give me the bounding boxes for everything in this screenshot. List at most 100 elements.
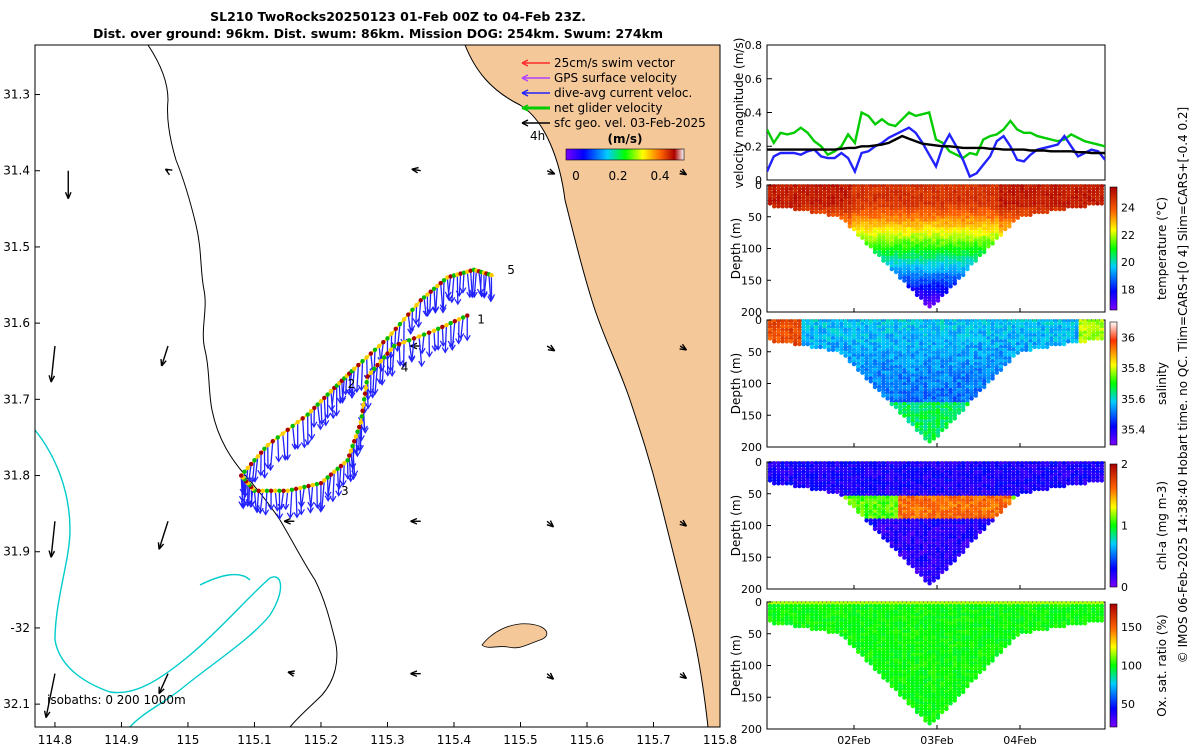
section-y-tick-label: 50: [748, 346, 762, 359]
track-dot: [435, 326, 441, 332]
track-dot: [285, 488, 290, 493]
section-point: [864, 241, 869, 246]
section-point: [893, 269, 899, 275]
geo-velocity-arrow: [158, 673, 169, 695]
dive-avg-arrow: [447, 323, 455, 348]
dive-avg-arrow: [455, 273, 463, 298]
section-point: [1028, 489, 1033, 494]
section-point: [772, 204, 777, 209]
section-point: [856, 232, 861, 237]
track-dot: [368, 351, 374, 356]
geo-velocity-arrow: [546, 344, 556, 352]
track-dot: [322, 478, 327, 483]
track-dot: [396, 341, 402, 347]
section-point: [860, 370, 865, 375]
section-point: [1015, 215, 1020, 220]
geo-velocity-arrow: [679, 519, 688, 527]
section-point: [935, 433, 941, 438]
section-point: [767, 201, 773, 206]
section-point: [809, 486, 815, 492]
section-point: [805, 483, 810, 489]
section-point: [776, 481, 781, 486]
section-point: [830, 212, 836, 217]
section-point: [868, 379, 873, 384]
section-point: [881, 258, 886, 263]
track-dot: [332, 469, 337, 474]
dive-avg-arrow: [291, 425, 299, 451]
dive-avg-arrow: [408, 340, 416, 362]
track-dot: [318, 480, 324, 486]
section-point: [940, 569, 945, 575]
section-point: [885, 396, 890, 401]
section-point: [1049, 483, 1054, 489]
section-point: [923, 301, 928, 306]
track-dot: [347, 453, 352, 458]
track-dot: [456, 317, 462, 322]
section-point: [818, 486, 823, 492]
section-colorbar-label: chl-a (mg m-3): [1155, 481, 1169, 570]
section-point: [998, 367, 1004, 372]
section-point: [944, 566, 949, 572]
velocity-y-tick-label: 0.2: [745, 140, 763, 153]
section-y-tick-label: 150: [741, 551, 762, 564]
section-point: [935, 298, 941, 303]
section-point: [1040, 486, 1046, 492]
dive-avg-arrow: [294, 422, 302, 450]
dive-avg-arrow: [238, 475, 246, 503]
section-point: [1082, 339, 1088, 344]
section-point: [1023, 212, 1029, 217]
section-point: [1019, 212, 1025, 217]
section-point: [931, 301, 936, 306]
section-point: [1099, 478, 1105, 483]
section-point: [851, 226, 857, 232]
land-mass: [464, 45, 720, 727]
section-point: [994, 370, 999, 375]
track-dot: [381, 339, 386, 345]
section-point: [1023, 347, 1029, 352]
section-point: [788, 339, 794, 344]
map-y-tick-label: 32.1: [3, 697, 30, 711]
section-point: [868, 244, 873, 249]
dive-avg-arrow: [276, 490, 284, 520]
section-y-tick-label: 0: [755, 456, 762, 469]
legend-entry: dive-avg current veloc.: [521, 86, 692, 100]
dive-avg-arrow: [463, 315, 471, 342]
section-point: [784, 481, 789, 486]
section-point: [1061, 483, 1067, 489]
geo-velocity-arrow: [160, 345, 169, 367]
track-dot: [289, 487, 295, 493]
dive-avg-arrow: [297, 487, 305, 516]
section-point: [1015, 492, 1020, 497]
section-point: [940, 427, 945, 433]
day-label: 5: [507, 263, 515, 277]
section-point: [818, 209, 823, 215]
section-point: [864, 376, 869, 381]
section-point: [835, 212, 840, 217]
track-dot: [489, 272, 494, 278]
four-h-label: 4h: [530, 129, 545, 143]
section-point: [986, 521, 991, 526]
section-point: [982, 526, 987, 532]
section-point: [1007, 501, 1012, 506]
section-point: [1015, 350, 1020, 355]
section-y-tick-label: 200: [741, 441, 762, 454]
dive-avg-arrow: [257, 452, 265, 477]
dive-avg-arrow: [339, 463, 347, 487]
track-dot: [300, 416, 305, 421]
dive-avg-arrow: [470, 270, 478, 299]
map-x-tick-label: 115: [177, 733, 200, 747]
day-label: 1: [477, 312, 485, 326]
section-y-tick-label: 100: [741, 520, 762, 533]
section-point: [961, 272, 966, 278]
section-point: [1053, 341, 1058, 347]
map-y-tick-label: 31.4: [3, 164, 30, 178]
dive-avg-arrow: [432, 285, 440, 313]
track-dot: [328, 472, 334, 477]
dive-avg-arrow: [322, 397, 330, 427]
map-y-tick-label: 31.8: [3, 469, 30, 483]
section-point: [801, 206, 806, 212]
section-point: [843, 495, 848, 500]
section-point: [923, 436, 928, 441]
track-dot: [391, 343, 397, 349]
velocity-series-line: [767, 134, 1105, 155]
